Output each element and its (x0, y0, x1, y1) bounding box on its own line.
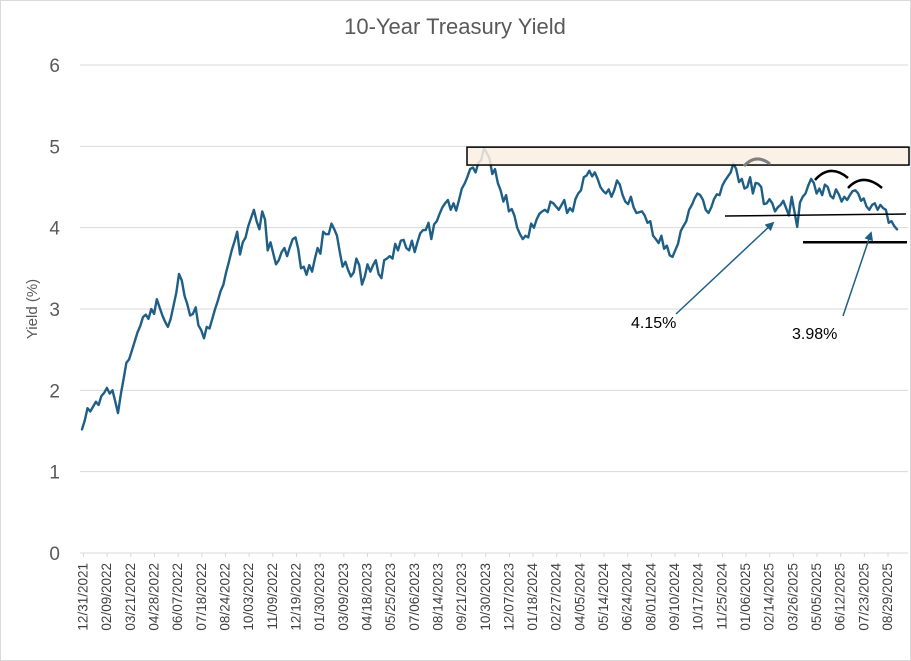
x-tick-label: 03/21/2022 (123, 563, 138, 631)
x-tick-label: 10/30/2023 (478, 563, 493, 631)
x-tick-label: 05/14/2024 (596, 563, 611, 631)
x-tick-label: 11/09/2022 (265, 563, 280, 630)
peak-arc-3 (847, 178, 883, 189)
annotation-3-98: 3.98% (792, 326, 837, 343)
x-tick-label: 05/25/2023 (383, 563, 398, 631)
x-tick-label: 01/18/2024 (525, 563, 540, 631)
y-tick-label: 1 (49, 463, 60, 484)
x-tick-label: 04/18/2023 (359, 563, 374, 631)
peak-arc-1 (742, 157, 771, 168)
resistance-zone-box (466, 146, 910, 166)
x-tick-label: 02/14/2025 (762, 563, 777, 631)
arrow-4-15 (675, 221, 775, 315)
x-tick-label: 01/30/2023 (312, 563, 327, 631)
x-tick-label: 04/05/2024 (572, 563, 587, 631)
x-tick-label: 05/05/2025 (809, 563, 824, 631)
x-tick-label: 07/06/2023 (407, 563, 422, 631)
x-tick-label: 09/10/2024 (667, 563, 682, 631)
annotations: 4.15% 3.98% (466, 146, 910, 343)
x-tick-label: 10/17/2024 (691, 563, 706, 631)
x-tick-labels: 12/31/2021 02/09/2022 03/21/2022 04/28/2022… (76, 553, 895, 631)
annotation-4-15: 4.15% (631, 315, 676, 332)
x-tick-label: 11/25/2024 (714, 563, 729, 630)
y-tick-label: 6 (49, 56, 60, 77)
y-tick-label: 3 (49, 300, 60, 321)
x-tick-label: 12/31/2021 (76, 563, 91, 631)
peak-arc-2 (814, 169, 849, 181)
x-tick-label: 06/24/2024 (620, 563, 635, 631)
arrow-3-98 (842, 231, 873, 317)
x-tick-label: 08/24/2022 (217, 563, 232, 631)
x-tick-label: 02/09/2022 (99, 563, 114, 631)
y-tick-label: 2 (49, 381, 60, 402)
x-tick-label: 06/07/2022 (170, 563, 185, 631)
x-tick-label: 03/09/2023 (336, 563, 351, 631)
x-tick-label: 08/01/2024 (643, 563, 658, 631)
y-tick-label: 0 (49, 544, 60, 565)
x-tick-label: 10/03/2022 (241, 563, 256, 631)
y-tick-labels: 0 1 2 3 4 5 6 (49, 56, 60, 565)
x-tick-label: 08/14/2023 (430, 563, 445, 631)
y-tick-label: 4 (49, 219, 60, 240)
x-tick-label: 09/21/2023 (454, 563, 469, 631)
x-tick-label: 07/18/2022 (194, 563, 209, 631)
x-tick-label: 03/26/2025 (785, 563, 800, 631)
x-tick-label: 08/29/2025 (880, 563, 895, 631)
x-tick-label: 06/12/2025 (833, 563, 848, 631)
x-tick-label: 04/28/2022 (146, 563, 161, 631)
trendline-4-15 (724, 213, 907, 217)
chart-title: 10-Year Treasury Yield (344, 14, 566, 39)
x-tick-label: 12/19/2022 (288, 563, 303, 631)
x-tick-label: 01/06/2025 (738, 563, 753, 631)
x-tick-label: 07/23/2025 (856, 563, 871, 631)
x-tick-label: 12/07/2023 (501, 563, 516, 631)
y-tick-label: 5 (49, 137, 60, 158)
y-axis-label: Yield (%) (24, 279, 41, 339)
x-tick-label: 02/27/2024 (549, 563, 564, 631)
